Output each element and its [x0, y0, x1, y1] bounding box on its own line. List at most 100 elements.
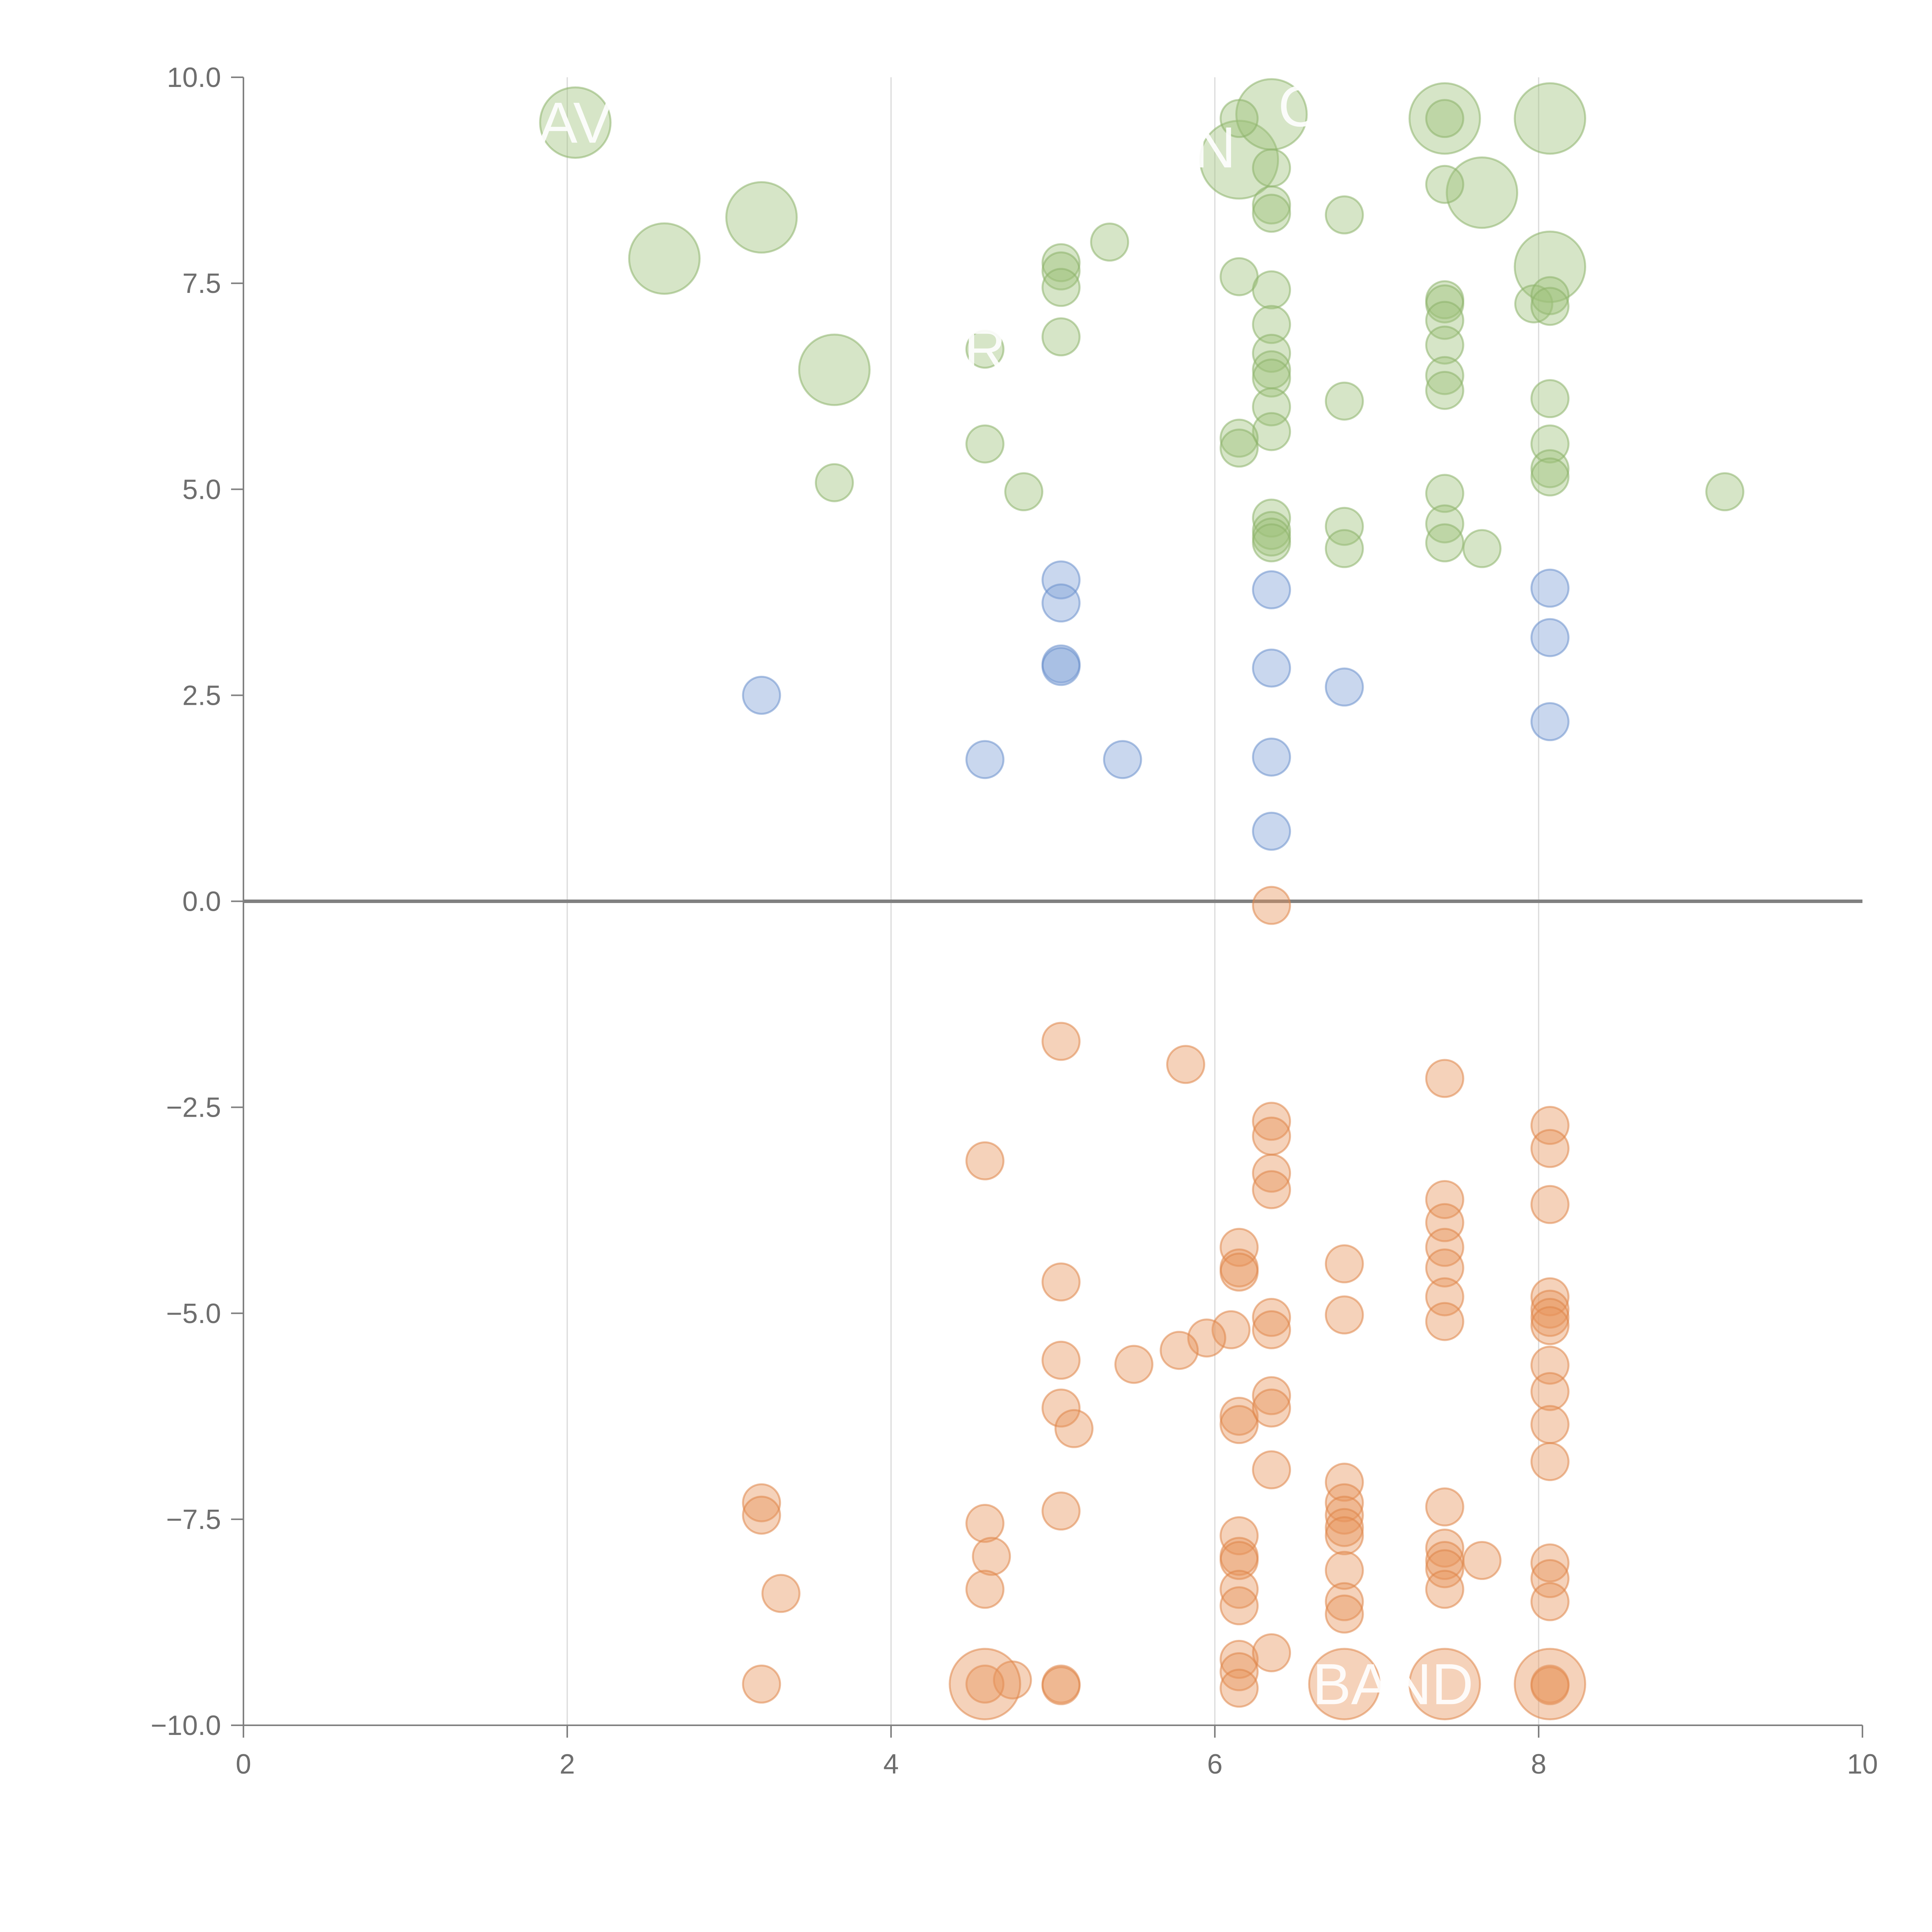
- data-point: [1219, 1405, 1259, 1444]
- data-point: [1514, 82, 1587, 155]
- x-tick-label: 2: [560, 1749, 575, 1780]
- data-point: [1041, 251, 1081, 291]
- data-point: [1103, 740, 1142, 779]
- data-point: [1425, 1228, 1464, 1267]
- data-point: [1530, 1543, 1570, 1583]
- data-point: [965, 1570, 1005, 1609]
- data-point: [1219, 1252, 1259, 1292]
- data-point: [1252, 148, 1291, 188]
- data-point: [1219, 1668, 1259, 1708]
- data-point: [1408, 1648, 1481, 1721]
- bubble-label: N: [1194, 115, 1236, 180]
- data-point: [1252, 886, 1291, 925]
- data-point: [1041, 583, 1081, 623]
- data-point: [1530, 1289, 1570, 1329]
- data-point: [1041, 1492, 1081, 1531]
- data-point: [1252, 194, 1291, 233]
- data-point: [761, 1574, 801, 1613]
- data-point: [1219, 429, 1259, 468]
- data-point: [1219, 1639, 1259, 1679]
- data-point: [1425, 1570, 1464, 1609]
- data-point: [1530, 1306, 1570, 1345]
- x-tick-label: 6: [1207, 1749, 1223, 1780]
- data-point: [1325, 1463, 1364, 1502]
- data-point: [1325, 1594, 1364, 1634]
- data-point: [965, 1141, 1005, 1180]
- data-point: [1446, 156, 1519, 229]
- data-point: [1530, 1185, 1570, 1224]
- bubble-label: BAND: [1313, 1651, 1474, 1716]
- data-point: [1054, 1409, 1094, 1448]
- data-point: [1425, 1529, 1464, 1568]
- data-point: [1325, 1551, 1364, 1590]
- data-point: [1252, 570, 1291, 609]
- data-point: [1425, 284, 1464, 323]
- data-point: [1325, 381, 1364, 421]
- bubble-label: C: [1278, 74, 1320, 139]
- data-point: [1252, 811, 1291, 851]
- y-tick-label: 7.5: [182, 268, 221, 299]
- data-point: [1252, 1298, 1291, 1337]
- data-point: [1530, 276, 1570, 315]
- data-point: [1219, 1570, 1259, 1609]
- data-point: [1199, 119, 1279, 200]
- data-point: [1252, 1153, 1291, 1193]
- data-point: [539, 86, 612, 159]
- data-point: [1530, 1277, 1570, 1316]
- data-point: [1325, 1516, 1364, 1556]
- data-point: [1325, 1495, 1364, 1535]
- data-point: [1530, 287, 1570, 326]
- data-point: [1041, 1340, 1081, 1380]
- data-point: [1041, 1262, 1081, 1302]
- y-tick-label: −5.0: [166, 1298, 221, 1329]
- data-point: [1705, 472, 1745, 512]
- data-point: [1041, 268, 1081, 307]
- data-point: [742, 1495, 781, 1535]
- data-point: [1325, 1508, 1364, 1547]
- data-point: [1530, 568, 1570, 608]
- y-tick-label: 5.0: [182, 474, 221, 505]
- data-point: [1462, 1541, 1502, 1580]
- y-tick-label: 0.0: [182, 886, 221, 917]
- data-point: [1252, 1310, 1291, 1349]
- data-point: [965, 424, 1005, 464]
- data-point: [1530, 1442, 1570, 1481]
- data-point: [1514, 1648, 1587, 1721]
- data-point: [1004, 472, 1044, 512]
- data-point: [1530, 1129, 1570, 1168]
- x-tick-label: 4: [883, 1749, 899, 1780]
- data-point: [742, 1483, 781, 1522]
- data-point: [725, 181, 798, 254]
- data-point: [1114, 1345, 1153, 1384]
- data-point: [1425, 99, 1464, 138]
- data-point: [1530, 1106, 1570, 1145]
- data-point: [1325, 667, 1364, 707]
- data-point: [1252, 1116, 1291, 1156]
- data-point: [1219, 418, 1259, 458]
- data-point: [965, 1504, 1005, 1543]
- data-point: [1252, 1388, 1291, 1428]
- data-point: [1530, 379, 1570, 418]
- data-point: [1090, 223, 1129, 262]
- data-point: [1219, 1396, 1259, 1436]
- data-point: [1425, 1248, 1464, 1287]
- data-point: [1425, 1180, 1464, 1219]
- data-point: [1425, 523, 1464, 563]
- data-point: [1530, 1559, 1570, 1598]
- x-tick-label: 8: [1531, 1749, 1546, 1780]
- data-point: [1308, 1648, 1381, 1721]
- data-point: [1530, 457, 1570, 497]
- data-point: [1041, 560, 1081, 600]
- data-point: [1425, 356, 1464, 395]
- x-tick-label: 0: [236, 1749, 251, 1780]
- data-point: [815, 463, 854, 502]
- data-point: [1219, 1586, 1259, 1626]
- data-point: [1530, 1372, 1570, 1411]
- data-point: [965, 330, 1005, 369]
- data-point: [1325, 1582, 1364, 1621]
- data-point: [949, 1648, 1021, 1721]
- bubble-label: AV: [539, 90, 612, 155]
- data-point: [1252, 1633, 1291, 1672]
